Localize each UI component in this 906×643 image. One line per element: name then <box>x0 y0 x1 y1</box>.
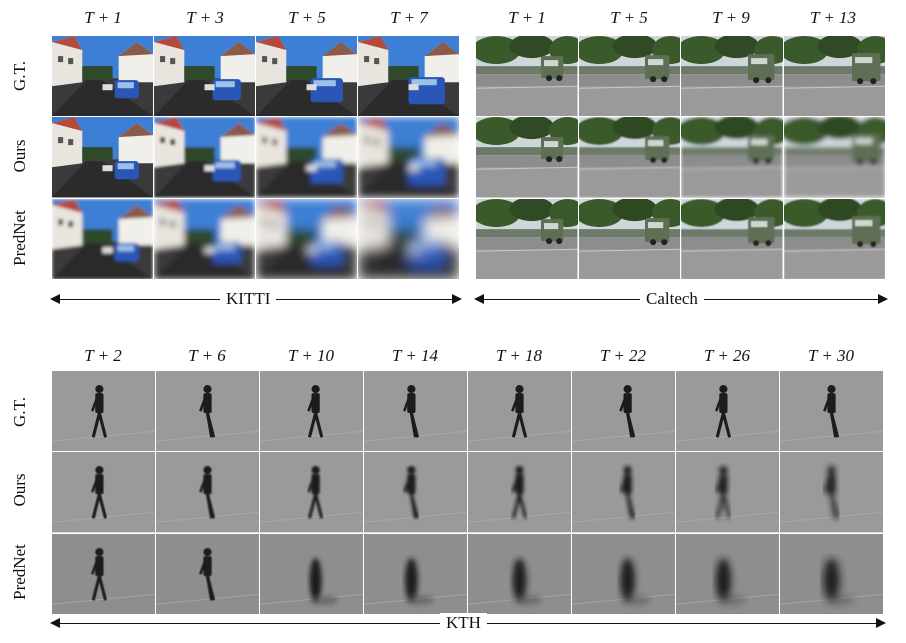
caltech-frame-label: T + 9 <box>712 8 750 27</box>
kth-arrow-right <box>876 618 886 628</box>
kitti-image-grid <box>52 36 460 280</box>
kth-image-ours-frame-4 <box>364 452 468 534</box>
kth-image-gt-frame-8 <box>780 371 884 453</box>
kth-frame-label: T + 6 <box>188 346 226 365</box>
caltech-image-gt-frame-2 <box>578 36 681 118</box>
kitti-image-prednet-frame-2 <box>154 198 256 280</box>
kth-image-prednet-frame-2 <box>156 533 260 615</box>
caltech-image-ours-frame-3 <box>681 117 784 199</box>
kth-image-gt-frame-3 <box>260 371 364 453</box>
kitti-image-prednet-frame-3 <box>256 198 358 280</box>
kth-arrow-left <box>50 618 60 628</box>
kitti-image-ours-frame-1 <box>52 117 154 199</box>
caltech-image-prednet-frame-4 <box>783 198 886 280</box>
caltech-frame-label: T + 13 <box>809 8 857 27</box>
caltech-image-prednet-frame-1 <box>476 198 579 280</box>
kitti-image-prednet-frame-4 <box>358 198 460 280</box>
caltech-image-gt-frame-3 <box>681 36 784 118</box>
top-row-label-gt: G.T. <box>10 61 29 91</box>
caltech-image-prednet-frame-2 <box>578 198 681 280</box>
kth-image-ours-frame-3 <box>260 452 364 534</box>
kth-image-gt-frame-7 <box>676 371 780 453</box>
kth-frame-label: T + 10 <box>287 346 335 365</box>
top-row-label-ours: Ours <box>10 139 29 173</box>
kitti-image-gt-frame-3 <box>256 36 358 118</box>
kth-row-label-gt: G.T. <box>10 397 29 427</box>
caltech-arrow-right <box>878 294 888 304</box>
kth-image-gt-frame-6 <box>572 371 676 453</box>
caltech-image-grid <box>476 36 886 280</box>
kth-frame-label: T + 2 <box>84 346 122 365</box>
caltech-image-gt-frame-1 <box>476 36 579 118</box>
kth-frame-label: T + 26 <box>703 346 751 365</box>
kth-image-prednet-frame-7 <box>676 533 780 615</box>
kth-image-ours-frame-2 <box>156 452 260 534</box>
kth-image-gt-frame-2 <box>156 371 260 453</box>
caltech-image-ours-frame-1 <box>476 117 579 199</box>
kitti-image-ours-frame-2 <box>154 117 256 199</box>
kth-image-grid <box>52 371 884 615</box>
kth-dataset-label: KTH <box>440 613 487 633</box>
kitti-frame-label: T + 3 <box>186 8 224 27</box>
kth-image-prednet-frame-4 <box>364 533 468 615</box>
kth-image-gt-frame-4 <box>364 371 468 453</box>
kth-image-gt-frame-5 <box>468 371 572 453</box>
kth-image-ours-frame-1 <box>52 452 156 534</box>
caltech-image-gt-frame-4 <box>783 36 886 118</box>
kth-frame-label: T + 30 <box>807 346 855 365</box>
kitti-image-prednet-frame-1 <box>52 198 154 280</box>
kth-image-prednet-frame-1 <box>52 533 156 615</box>
kth-image-prednet-frame-6 <box>572 533 676 615</box>
kth-image-ours-frame-7 <box>676 452 780 534</box>
kitti-frame-label: T + 7 <box>390 8 428 27</box>
kth-frame-label: T + 14 <box>391 346 439 365</box>
kth-image-ours-frame-8 <box>780 452 884 534</box>
kth-image-ours-frame-6 <box>572 452 676 534</box>
kth-row-label-prednet: PredNet <box>10 544 29 600</box>
kth-image-prednet-frame-5 <box>468 533 572 615</box>
kth-image-prednet-frame-8 <box>780 533 884 615</box>
kth-row-label-ours: Ours <box>10 473 29 507</box>
kitti-image-ours-frame-3 <box>256 117 358 199</box>
caltech-image-ours-frame-4 <box>783 117 886 199</box>
kitti-arrow-left <box>50 294 60 304</box>
kitti-frame-label: T + 1 <box>84 8 122 27</box>
top-row-label-prednet: PredNet <box>10 210 29 266</box>
kth-image-prednet-frame-3 <box>260 533 364 615</box>
caltech-frame-label: T + 1 <box>508 8 546 27</box>
kitti-image-ours-frame-4 <box>358 117 460 199</box>
kth-image-gt-frame-1 <box>52 371 156 453</box>
kitti-image-gt-frame-2 <box>154 36 256 118</box>
kitti-arrow-right <box>452 294 462 304</box>
kth-frame-label: T + 18 <box>495 346 543 365</box>
kitti-dataset-label: KITTI <box>220 289 277 309</box>
caltech-dataset-label: Caltech <box>640 289 704 309</box>
caltech-frame-label: T + 5 <box>610 8 648 27</box>
caltech-image-prednet-frame-3 <box>681 198 784 280</box>
kitti-frame-label: T + 5 <box>288 8 326 27</box>
caltech-image-ours-frame-2 <box>578 117 681 199</box>
kitti-image-gt-frame-1 <box>52 36 154 118</box>
caltech-arrow-left <box>474 294 484 304</box>
kitti-image-gt-frame-4 <box>358 36 460 118</box>
kth-image-ours-frame-5 <box>468 452 572 534</box>
kth-frame-label: T + 22 <box>599 346 647 365</box>
